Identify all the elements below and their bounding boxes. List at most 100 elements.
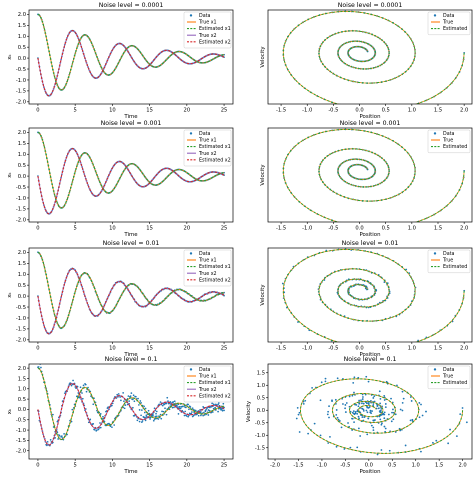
y-tick-label: 1.0 [18,152,26,158]
data-point-x2 [92,422,95,425]
legend-label: Data [443,367,455,373]
data-point-x2 [165,402,168,405]
data-point-x1 [133,400,136,403]
data-point [409,396,412,398]
data-point-x1 [154,415,157,418]
x-tick-label: 20 [184,108,191,114]
data-point [362,396,364,398]
data-point-x1 [143,411,146,414]
data-point [348,395,351,398]
axes-frame [28,9,234,105]
x-tick-label: -1.0 [302,108,312,114]
y-tick-label: -1.5 [16,207,26,213]
data-point-x1 [140,409,143,411]
x-tick-label: 20 [184,346,191,352]
data-point [420,450,422,453]
x-tick-label: -1.5 [293,463,303,469]
data-point-x1 [139,400,142,402]
y-tick-label: -1.5 [16,438,26,444]
x-tick-label: 2.0 [460,226,468,232]
data-point-x1 [189,406,192,408]
subplot-title: Noise level = 0.01 [342,240,399,247]
data-point-x1 [85,390,88,393]
data-point [356,446,359,449]
legend-marker [189,368,193,371]
data-point [364,393,367,396]
x-axis-label: Position [360,469,381,474]
y-tick-label: 2.0 [18,250,26,256]
data-point-x1 [92,403,95,406]
data-point-x1 [176,404,178,406]
data-point [378,410,381,412]
y-axis-label: xₖ [7,292,13,298]
legend-label: Estimated x2 [199,393,231,399]
x-tick-label: -1.5 [276,346,286,352]
subplot-3: Noise level = 0.001 0 5 10 15 20 25 -2.0 -1.5 -1.… [7,120,234,238]
data-point-x2 [76,385,79,388]
data-point [358,402,361,405]
data-point [365,375,368,378]
data-point [328,416,330,419]
data-point-x2 [220,408,222,411]
data-point [372,429,375,431]
data-point [372,419,375,422]
data-point [371,410,373,412]
data-point-x1 [157,418,160,420]
x-tick-label: 5 [74,226,77,232]
data-point [298,411,301,414]
data-point [372,403,375,405]
legend-marker [189,132,193,135]
legend-label: Estimated x1 [199,380,231,386]
data-point [365,347,367,349]
axes-frame [28,247,234,343]
data-point [347,344,349,346]
data-point [390,397,392,400]
x-tick-label: 10 [109,346,116,352]
x-tick-label: 1.0 [408,226,416,232]
data-point-x2 [72,379,74,382]
x-tick-label: 1.5 [434,346,442,352]
data-point-x1 [187,403,190,406]
y-tick-label: 1.5 [257,371,265,377]
y-tick-label: -0.5 [16,185,26,191]
y-tick-label: 0.5 [18,45,26,51]
x-axis-label: Time [123,469,138,474]
subplot-title: Noise level = 0.0001 [338,2,403,9]
data-point [334,398,337,401]
data-point [391,411,393,414]
data-point [344,407,346,410]
data-point-x2 [205,408,207,411]
y-tick-label: -2.0 [16,100,26,106]
data-point-x2 [63,392,66,395]
y-tick-label: 1.0 [18,34,26,40]
y-tick-label: 0.5 [18,163,26,169]
x-tick-label: 10 [109,108,116,114]
data-point-x2 [190,412,193,415]
x-tick-label: 1.5 [435,463,443,469]
data-point [353,412,355,415]
x-tick-label: 15 [146,463,153,469]
legend-label: True x1 [198,138,217,144]
x-tick-label: 0.0 [355,108,363,114]
subplot-4: Noise level = 0.001 -1.5 -1.0 -0.5 0.0 0.5 1.0… [260,120,473,238]
y-axis-label: Velocity [246,400,252,422]
data-point-x1 [111,426,113,429]
legend-label: True [442,374,453,380]
data-point-x1 [203,414,206,416]
data-point-x1 [144,407,147,410]
data-point [379,418,382,421]
data-point-x1 [78,396,81,399]
data-point-x1 [200,414,202,417]
data-point [354,412,357,415]
data-point [365,108,367,110]
data-point [319,399,322,402]
data-point [331,400,333,403]
data-point [342,403,344,405]
data-point [404,444,407,447]
data-point [401,390,404,393]
x-tick-label: 10 [109,226,116,232]
data-point [348,224,350,226]
data-point-x1 [212,411,214,413]
data-point-x2 [143,416,146,419]
